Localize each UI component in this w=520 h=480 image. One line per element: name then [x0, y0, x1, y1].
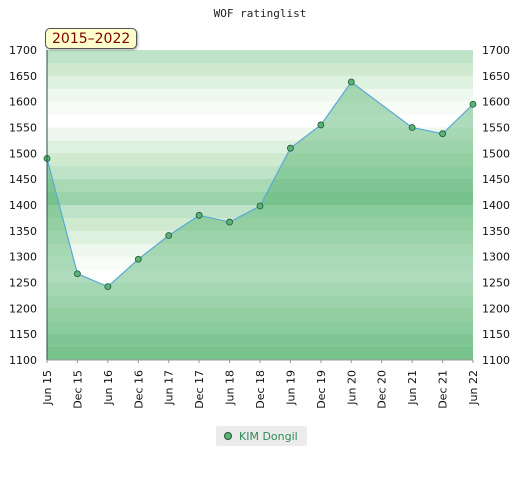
y-tick-label-right: 1250: [482, 277, 510, 290]
data-point: [256, 202, 264, 210]
y-tick-label-left: 1100: [9, 354, 37, 367]
background-band: [47, 62, 473, 77]
background-band: [47, 140, 473, 154]
y-tick-label-left: 1700: [9, 44, 37, 57]
y-tick-label-left: 1450: [9, 173, 37, 186]
background-band: [47, 192, 473, 206]
x-tick-label: Dec 16: [132, 370, 145, 409]
x-tick-label: Jun 21: [406, 370, 419, 406]
y-tick-label-left: 1650: [9, 70, 37, 83]
y-tick-label-right: 1450: [482, 173, 510, 186]
data-point: [439, 130, 446, 138]
period-label: 2015–2022: [45, 28, 138, 49]
data-point: [287, 144, 294, 152]
background-band: [47, 153, 473, 167]
x-tick-label: Jun 22: [467, 370, 480, 406]
background-band: [47, 166, 473, 180]
x-tick-label: Jun 20: [345, 370, 358, 406]
x-tick-label: Dec 21: [437, 370, 450, 409]
y-tick-label-left: 1350: [9, 225, 37, 238]
background-band: [47, 127, 473, 141]
background-band: [47, 217, 473, 232]
data-point: [134, 255, 142, 263]
y-tick-label-left: 1550: [9, 122, 37, 135]
data-point: [165, 232, 173, 239]
y-tick-label-left: 1500: [9, 147, 37, 160]
background-band: [47, 347, 473, 361]
plot-area: [43, 78, 477, 291]
y-tick-label-right: 1550: [482, 122, 510, 135]
background-band: [47, 230, 473, 245]
x-tick-label: Jun 18: [224, 370, 237, 406]
background-band: [47, 256, 473, 271]
y-tick-label-right: 1700: [482, 44, 510, 57]
data-point: [104, 283, 112, 291]
background-band: [47, 205, 473, 219]
background-band: [47, 334, 473, 348]
y-tick-label-right: 1300: [482, 251, 510, 264]
legend[interactable]: KIM Dongil: [216, 426, 307, 446]
data-point: [469, 100, 477, 108]
x-tick-label: Dec 18: [254, 370, 267, 409]
x-tick-label: Jun 15: [41, 370, 54, 406]
y-tick-label-right: 1650: [482, 70, 510, 83]
series-line: [46, 81, 474, 288]
y-tick-label-left: 1200: [9, 302, 37, 315]
background-band: [47, 88, 473, 103]
background-band: [47, 308, 473, 322]
x-tick-label: Dec 15: [71, 370, 84, 409]
background-band: [47, 50, 473, 64]
series-area: [47, 82, 473, 361]
area-fill: [47, 82, 473, 361]
legend-label: KIM Dongil: [239, 429, 298, 443]
background-band: [47, 282, 473, 296]
y-tick-label-right: 1200: [482, 302, 510, 315]
x-tick-label: Dec 17: [193, 370, 206, 409]
background-band: [47, 101, 473, 116]
y-tick-label-left: 1600: [9, 96, 37, 109]
background-band: [47, 114, 473, 128]
y-tick-label-right: 1150: [482, 328, 510, 341]
background-band: [47, 295, 473, 309]
axes: 1100 1100 1150 1150 1200 1200 1250 1250 1300 1300…: [9, 44, 510, 409]
data-point: [74, 270, 81, 278]
background-band: [47, 269, 473, 283]
data-point: [195, 211, 203, 219]
data-point: [347, 78, 355, 86]
data-point: [317, 121, 325, 129]
y-tick-label-right: 1350: [482, 225, 510, 238]
y-tick-label-right: 1600: [482, 96, 510, 109]
x-tick-label: Jun 19: [284, 370, 297, 406]
legend-marker: [224, 432, 232, 440]
data-point: [226, 218, 233, 226]
y-tick-label-right: 1100: [482, 354, 510, 367]
y-tick-label-left: 1150: [9, 328, 37, 341]
y-tick-label-left: 1400: [9, 199, 37, 212]
x-tick-label: Dec 19: [315, 370, 328, 409]
background-band: [47, 179, 473, 193]
y-tick-label-right: 1500: [482, 147, 510, 160]
x-tick-label: Jun 16: [102, 370, 115, 406]
background-band: [47, 75, 473, 90]
chart-title: WOF ratinglist: [214, 7, 307, 20]
x-tick-label: Jun 17: [163, 370, 176, 406]
y-tick-label-left: 1250: [9, 277, 37, 290]
x-tick-label: Dec 20: [376, 370, 389, 409]
background-bands: [47, 50, 473, 361]
data-point: [408, 124, 416, 131]
y-tick-label-left: 1300: [9, 251, 37, 264]
y-tick-label-right: 1400: [482, 199, 510, 212]
background-band: [47, 321, 473, 335]
